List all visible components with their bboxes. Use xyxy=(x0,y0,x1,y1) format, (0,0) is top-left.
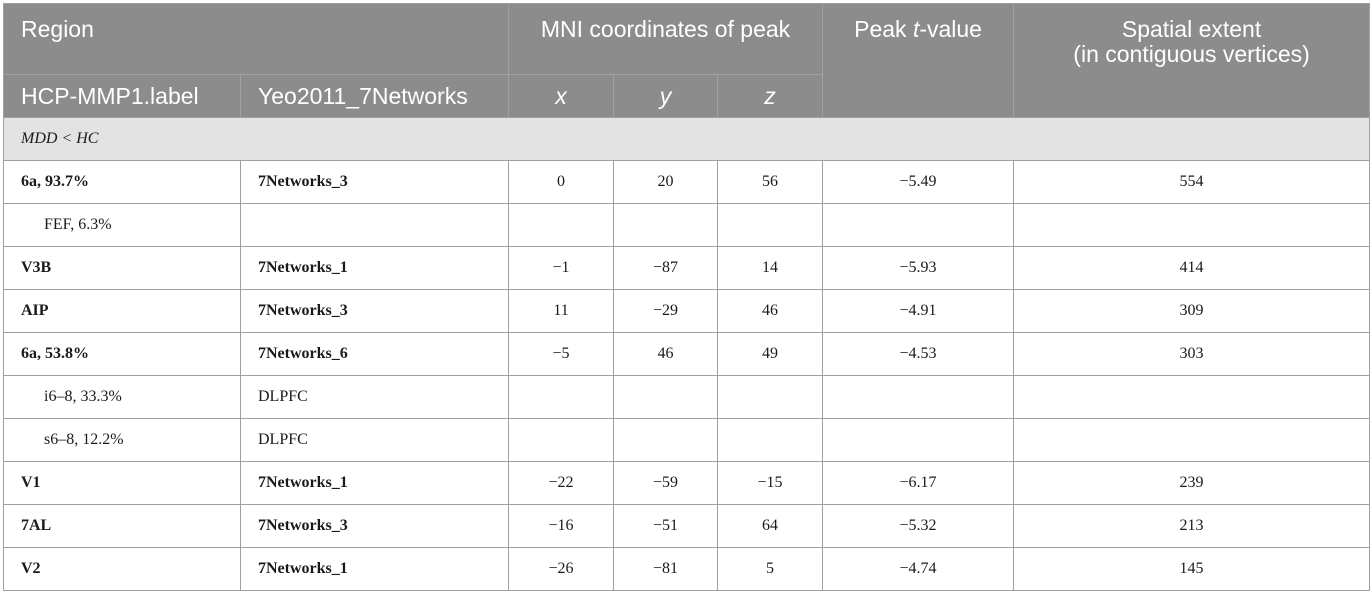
z-cell: 5 xyxy=(717,547,824,591)
hcp-cell: i6–8, 33.3% xyxy=(3,375,241,419)
table-row: V3B 7Networks_1 −1 −87 14 −5.93 414 xyxy=(3,246,1371,290)
extent-cell xyxy=(1013,418,1371,462)
yeo-cell xyxy=(239,203,510,247)
z-cell: 14 xyxy=(717,246,824,290)
yeo-cell: 7Networks_1 xyxy=(239,547,510,591)
z-cell: −15 xyxy=(717,461,824,505)
yeo-cell: 7Networks_3 xyxy=(239,160,510,204)
y-cell xyxy=(613,418,719,462)
extent-cell: 239 xyxy=(1013,461,1371,505)
t-value-cell xyxy=(822,418,1015,462)
z-cell: 46 xyxy=(717,289,824,333)
extent-cell: 414 xyxy=(1013,246,1371,290)
table-row: AIP 7Networks_3 11 −29 46 −4.91 309 xyxy=(3,289,1371,333)
extent-cell xyxy=(1013,375,1371,419)
yeo-cell: 7Networks_1 xyxy=(239,246,510,290)
table-row: V2 7Networks_1 −26 −81 5 −4.74 145 xyxy=(3,547,1371,591)
hcp-cell: 6a, 53.8% xyxy=(3,332,241,376)
y-cell: −51 xyxy=(613,504,719,548)
t-value-cell: −6.17 xyxy=(822,461,1015,505)
y-cell xyxy=(613,375,719,419)
table-row: FEF, 6.3% xyxy=(3,203,1371,247)
mni-coordinates-header: MNI coordinates of peak xyxy=(508,3,824,75)
extent-cell: 554 xyxy=(1013,160,1371,204)
hcp-cell: 7AL xyxy=(3,504,241,548)
yeo-cell: DLPFC xyxy=(239,375,510,419)
x-cell: −16 xyxy=(508,504,615,548)
extent-cell: 309 xyxy=(1013,289,1371,333)
yeo-cell: 7Networks_1 xyxy=(239,461,510,505)
z-cell: 49 xyxy=(717,332,824,376)
table-row: 6a, 53.8% 7Networks_6 −5 46 49 −4.53 303 xyxy=(3,332,1371,376)
z-cell: 56 xyxy=(717,160,824,204)
hcp-cell: s6–8, 12.2% xyxy=(3,418,241,462)
hcp-cell: V1 xyxy=(3,461,241,505)
t-value-cell: −5.49 xyxy=(822,160,1015,204)
spatial-extent-header: Spatial extent (in contiguous vertices) xyxy=(1013,3,1371,118)
t-value-cell: −4.91 xyxy=(822,289,1015,333)
hcp-cell: V3B xyxy=(3,246,241,290)
x-cell: 11 xyxy=(508,289,615,333)
x-cell: −26 xyxy=(508,547,615,591)
t-value-cell: −4.53 xyxy=(822,332,1015,376)
t-value-cell xyxy=(822,203,1015,247)
y-cell: −29 xyxy=(613,289,719,333)
peak-t-value-header: Peak t-value xyxy=(822,3,1015,118)
t-value-cell: −5.93 xyxy=(822,246,1015,290)
extent-cell: 145 xyxy=(1013,547,1371,591)
hcp-cell: 6a, 93.7% xyxy=(3,160,241,204)
y-cell: −81 xyxy=(613,547,719,591)
z-header: z xyxy=(717,74,824,118)
x-cell: −22 xyxy=(508,461,615,505)
y-header: y xyxy=(613,74,719,118)
hcp-cell: FEF, 6.3% xyxy=(3,203,241,247)
y-cell xyxy=(613,203,719,247)
yeo-cell: 7Networks_6 xyxy=(239,332,510,376)
x-cell: 0 xyxy=(508,160,615,204)
z-cell: 64 xyxy=(717,504,824,548)
t-value-cell: −4.74 xyxy=(822,547,1015,591)
t-value-cell xyxy=(822,375,1015,419)
yeo-networks-header: Yeo2011_7Networks xyxy=(239,74,510,118)
x-header: x xyxy=(508,74,615,118)
extent-cell: 213 xyxy=(1013,504,1371,548)
y-cell: −59 xyxy=(613,461,719,505)
t-value-cell: −5.32 xyxy=(822,504,1015,548)
section-label: MDD < HC xyxy=(2,117,1371,161)
x-cell xyxy=(508,418,615,462)
x-cell xyxy=(508,375,615,419)
table-row: V1 7Networks_1 −22 −59 −15 −6.17 239 xyxy=(3,461,1371,505)
section-row: MDD < HC xyxy=(2,117,1371,161)
z-cell xyxy=(717,418,824,462)
region-header: Region xyxy=(2,3,510,75)
hcp-cell: V2 xyxy=(3,547,241,591)
z-cell xyxy=(717,375,824,419)
table-row: s6–8, 12.2% DLPFC xyxy=(3,418,1371,462)
extent-cell xyxy=(1013,203,1371,247)
hcp-label-header: HCP-MMP1.label xyxy=(3,74,241,118)
yeo-cell: 7Networks_3 xyxy=(239,504,510,548)
extent-cell: 303 xyxy=(1013,332,1371,376)
y-cell: 20 xyxy=(613,160,719,204)
table-row: 7AL 7Networks_3 −16 −51 64 −5.32 213 xyxy=(3,504,1371,548)
table-row: i6–8, 33.3% DLPFC xyxy=(3,375,1371,419)
x-cell: −5 xyxy=(508,332,615,376)
z-cell xyxy=(717,203,824,247)
y-cell: 46 xyxy=(613,332,719,376)
x-cell xyxy=(508,203,615,247)
x-cell: −1 xyxy=(508,246,615,290)
yeo-cell: 7Networks_3 xyxy=(239,289,510,333)
y-cell: −87 xyxy=(613,246,719,290)
results-table: Region MNI coordinates of peak Peak t-va… xyxy=(2,3,1371,591)
table-row: 6a, 93.7% 7Networks_3 0 20 56 −5.49 554 xyxy=(3,160,1371,204)
yeo-cell: DLPFC xyxy=(239,418,510,462)
hcp-cell: AIP xyxy=(3,289,241,333)
